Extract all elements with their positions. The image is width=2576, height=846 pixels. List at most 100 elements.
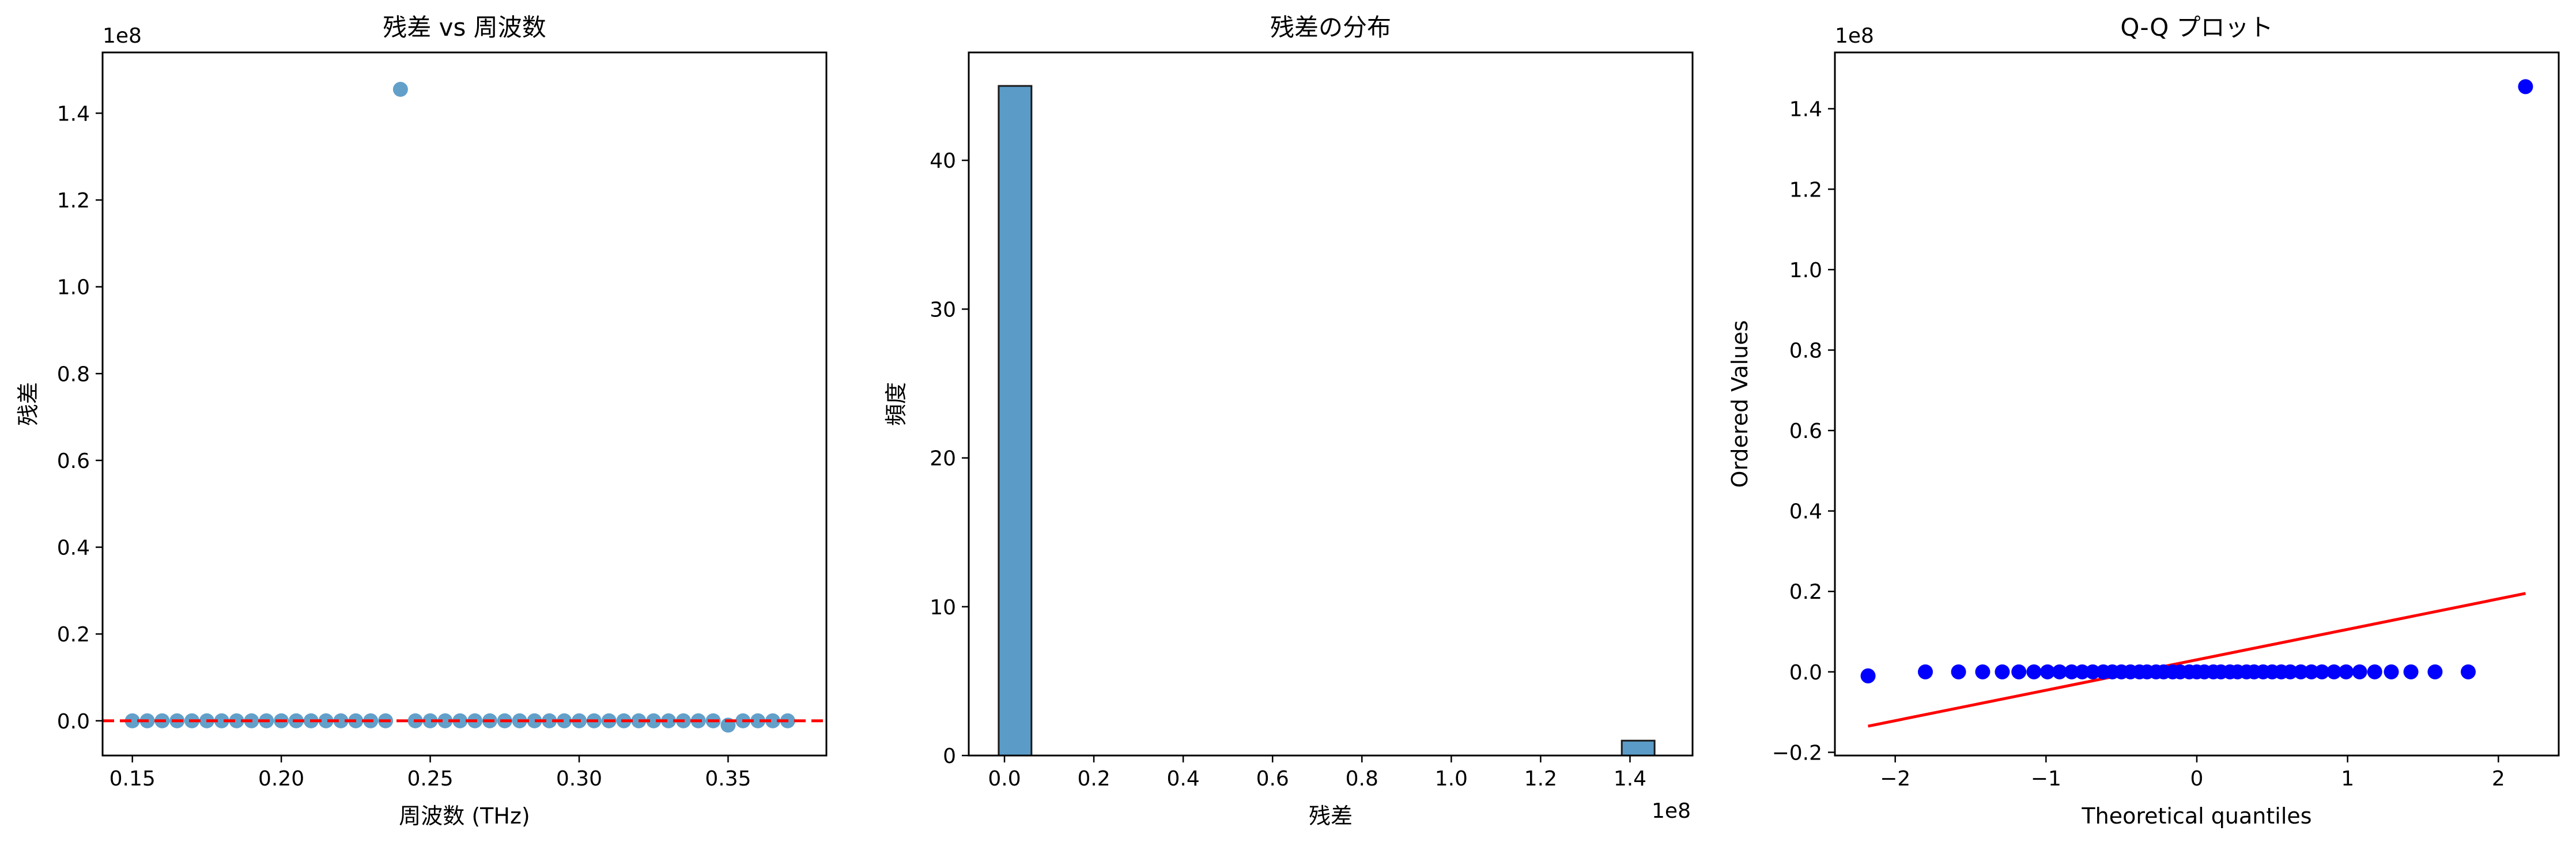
- quantile-point: [2403, 664, 2419, 679]
- y-axis-label: Ordered Values: [1727, 320, 1752, 488]
- axes-frame: [101, 51, 828, 757]
- panel-title: 残差の分布: [1270, 13, 1391, 41]
- quantile-point: [2314, 664, 2330, 679]
- quantile-point: [1951, 664, 1966, 679]
- residual-vs-frequency-panel: 残差 vs 周波数 1e8 0.15 0.20 0.25 0.30 0.35 0.0 0.2…: [16, 13, 828, 829]
- y-tick-label: 1.0: [1789, 259, 1822, 282]
- y-tick-label: 20: [930, 447, 956, 471]
- data-point: [214, 713, 229, 728]
- fit-line: [1868, 592, 2526, 728]
- quantile-point: [2384, 664, 2399, 679]
- x-axis-label: 周波数 (THz): [399, 803, 530, 829]
- y-tick-label: 1.4: [57, 102, 90, 126]
- y-tick-label: 0: [943, 745, 956, 768]
- x-tick-label: 0.25: [407, 767, 453, 791]
- x-tick-label: 1.4: [1614, 767, 1646, 791]
- data-point: [765, 713, 780, 728]
- y-tick-label: 10: [930, 596, 956, 620]
- quantile-point: [1918, 664, 1933, 679]
- quantile-point: [2011, 664, 2027, 679]
- quantile-point: [2293, 664, 2309, 679]
- x-tick-label: 0.6: [1256, 767, 1289, 791]
- axes-frame: [968, 51, 1694, 757]
- quantile-point: [2052, 664, 2067, 679]
- data-point: [646, 713, 662, 728]
- y-tick-label: 0.4: [1789, 500, 1822, 524]
- y-tick-label: 0.0: [57, 710, 90, 734]
- data-point: [437, 713, 453, 728]
- quantile-point: [2352, 664, 2367, 679]
- x-tick-label: −1: [2031, 767, 2061, 791]
- x-tick-label: 0.2: [1077, 767, 1110, 791]
- y-tick-label: 0.6: [57, 450, 90, 473]
- data-point: [542, 713, 557, 728]
- x-tick-label: 0.4: [1167, 767, 1200, 791]
- quantile-point: [2064, 664, 2079, 679]
- quantile-point: [2085, 664, 2101, 679]
- x-tick-label: 0.20: [258, 767, 304, 791]
- y-axis-label: 頻度: [883, 382, 909, 426]
- data-point: [750, 713, 766, 728]
- quantile-point: [2039, 664, 2055, 679]
- y-tick-label: 30: [930, 298, 956, 322]
- x-tick-label: 0.15: [109, 767, 156, 791]
- x-tick-label: 0.8: [1346, 767, 1378, 791]
- residual-distribution-panel: 残差の分布 1e8 0.0 0.2 0.4 0.6 0.8 1.0 1.2 1.4 0 10 20 3…: [883, 13, 1694, 829]
- axes-frame: [1834, 51, 2560, 757]
- x-tick-label: 0: [2190, 767, 2204, 791]
- data-point: [422, 713, 438, 728]
- plot-area: 0.0 0.2 0.4 0.6 0.8 1.0 1.2 1.4 0 10 20 30 40: [930, 85, 1656, 791]
- y-axis-label: 残差: [16, 382, 41, 426]
- y-tick-label: 1.4: [1789, 98, 1822, 122]
- data-point: [333, 713, 349, 728]
- y-tick-label: 0.2: [57, 623, 90, 647]
- data-point: [318, 713, 334, 728]
- quantile-point: [1860, 668, 1876, 683]
- quantile-point: [2326, 664, 2342, 679]
- quantile-point: [2427, 664, 2443, 679]
- y-tick-label: 1.2: [1789, 178, 1822, 202]
- x-tick-label: 0.35: [705, 767, 751, 791]
- x-tick-label: 0.0: [988, 767, 1021, 791]
- quantile-point: [2283, 664, 2298, 679]
- y-tick-label: −0.2: [1772, 741, 1822, 765]
- plot-area: −2 −1 0 1 2 −0.2 0.0 0.2 0.4 0.6 0.8 1.0 1.2 1.4: [1772, 79, 2533, 791]
- y-tick-label: 0.2: [1789, 580, 1822, 604]
- y-tick-label: 40: [930, 149, 956, 173]
- y-tick-label: 0.0: [1789, 661, 1822, 685]
- data-point: [557, 713, 572, 728]
- data-point: [527, 713, 542, 728]
- x-tick-label: 2: [2492, 767, 2505, 791]
- data-point: [661, 713, 677, 728]
- x-tick-label: 0.30: [556, 767, 602, 791]
- y-offset-label: 1e8: [103, 24, 142, 48]
- y-tick-label: 0.4: [57, 537, 90, 560]
- y-tick-label: 0.6: [1789, 420, 1822, 443]
- quantile-point: [1975, 664, 1990, 679]
- quantile-point: [2075, 664, 2090, 679]
- y-tick-label: 0.8: [1789, 339, 1822, 362]
- qq-plot-panel: Q-Q プロット 1e8 −2 −1 0 1 2 −0.2 0.0 0.2 0.4 0.6 0.8 1…: [1727, 13, 2560, 829]
- quantile-point: [2518, 79, 2533, 95]
- x-tick-label: −2: [1880, 767, 1910, 791]
- panel-title: 残差 vs 周波数: [383, 13, 546, 41]
- x-tick-label: 1.0: [1435, 767, 1468, 791]
- quantile-point: [2303, 664, 2319, 679]
- x-tick-label: 1: [2341, 767, 2354, 791]
- quantile-point: [2461, 664, 2476, 679]
- data-point: [392, 82, 408, 97]
- x-axis-label: 残差: [1309, 803, 1353, 829]
- data-point: [452, 713, 468, 728]
- histogram-bar: [998, 85, 1033, 757]
- quantile-point: [2026, 664, 2042, 679]
- x-axis-label: Theoretical quantiles: [2081, 803, 2311, 829]
- y-tick-label: 1.0: [57, 276, 90, 300]
- x-offset-label: 1e8: [1652, 799, 1691, 823]
- x-tick-label: 1.2: [1524, 767, 1557, 791]
- quantile-point: [2367, 664, 2382, 679]
- data-point: [229, 713, 244, 728]
- y-tick-label: 1.2: [57, 189, 90, 213]
- histogram-bar: [1621, 739, 1656, 757]
